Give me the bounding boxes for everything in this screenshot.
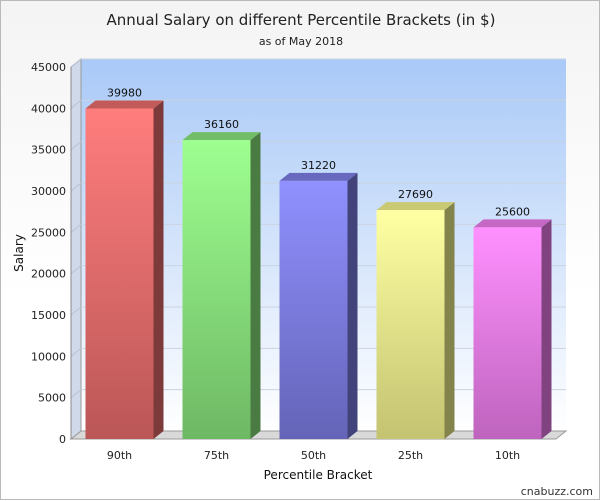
bar-top <box>473 219 552 228</box>
bar-side <box>153 100 164 440</box>
chart-title: Annual Salary on different Percentile Br… <box>107 11 496 29</box>
plot-side-wall <box>70 57 82 441</box>
bars <box>85 100 552 440</box>
y-tick-label: 10000 <box>31 350 66 363</box>
y-tick-label: 20000 <box>31 268 66 281</box>
gridline-side <box>70 58 82 68</box>
x-tick-label: 75th <box>204 449 229 462</box>
x-tick-label: 50th <box>301 449 326 462</box>
gridline-side <box>70 389 82 399</box>
gridline-side <box>70 223 82 233</box>
credit-text: cnabuzz.com <box>521 485 593 498</box>
bar-front <box>279 180 348 439</box>
bar-top <box>279 172 358 181</box>
data-label: 25600 <box>495 205 530 218</box>
y-tick-label: 15000 <box>31 309 66 322</box>
bar-side <box>347 172 358 439</box>
gridline-side <box>70 182 82 192</box>
y-axis-ticks: 0 5000 10000 15000 20000 25000 30000 35000 40000… <box>31 61 66 446</box>
x-axis-label: Percentile Bracket <box>264 468 373 482</box>
bar-side <box>541 219 552 439</box>
data-labels: 39980 36160 31220 27690 25600 <box>107 86 530 218</box>
y-tick-label: 5000 <box>38 392 66 405</box>
bar-25th <box>376 202 455 439</box>
y-tick-label: 30000 <box>31 185 66 198</box>
data-label: 36160 <box>204 118 239 131</box>
data-label: 39980 <box>107 86 142 99</box>
bar-front <box>85 108 154 440</box>
x-axis-ticks: 90th 75th 50th 25th 10th <box>107 449 520 462</box>
gridline-side <box>70 347 82 357</box>
bar-90th <box>85 100 164 440</box>
bar-top <box>85 100 164 109</box>
y-axis-label: Salary <box>12 234 26 272</box>
x-tick-label: 90th <box>107 449 132 462</box>
y-tick-label: 40000 <box>31 102 66 115</box>
bar-10th <box>473 219 552 439</box>
bar-front <box>182 140 251 439</box>
x-tick-label: 10th <box>495 449 520 462</box>
x-tick-label: 25th <box>398 449 423 462</box>
bar-front <box>473 227 542 439</box>
gridline-side <box>70 306 82 316</box>
bar-side <box>444 202 455 439</box>
bar-top <box>376 202 455 211</box>
y-tick-label: 35000 <box>31 144 66 157</box>
bar-front <box>376 210 445 439</box>
y-tick-label: 0 <box>59 433 66 446</box>
gridline-side <box>70 99 82 109</box>
gridline-side <box>70 265 82 275</box>
gridline-side <box>70 141 82 151</box>
bar-side <box>250 132 261 439</box>
data-label: 27690 <box>398 188 433 201</box>
bar-50th <box>279 172 358 439</box>
y-tick-label: 45000 <box>31 61 66 74</box>
y-tick-label: 25000 <box>31 226 66 239</box>
bar-top <box>182 132 261 141</box>
bar-75th <box>182 132 261 439</box>
chart-subtitle: as of May 2018 <box>259 35 343 48</box>
data-label: 31220 <box>301 159 336 172</box>
